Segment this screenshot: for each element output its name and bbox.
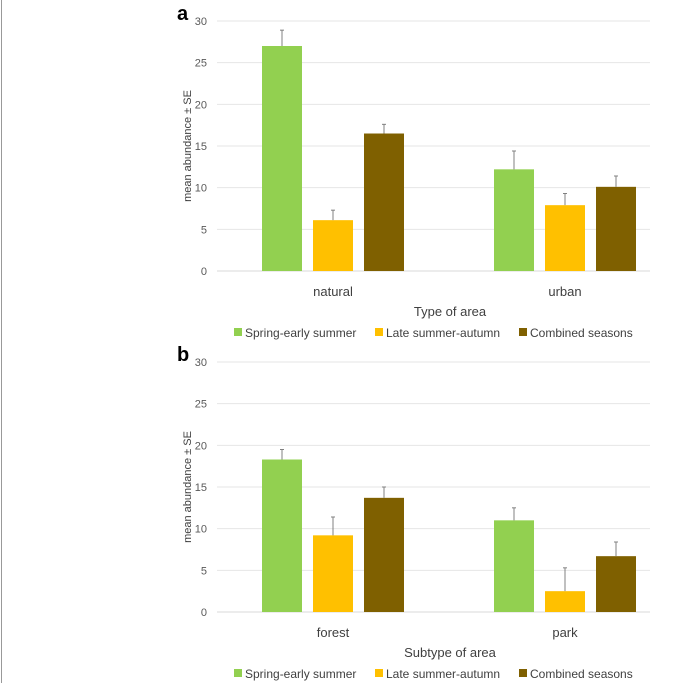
legend-label: Combined seasons [530,667,633,681]
bar [545,591,585,612]
legend-label: Spring-early summer [245,667,356,681]
x-tick-label: natural [313,284,353,299]
legend-swatch [375,669,383,677]
bar [364,497,404,612]
y-tick-label: 5 [201,565,207,577]
y-axis-label: mean abundance ± SE [182,90,194,202]
legend-swatch [519,669,527,677]
bar [262,46,302,271]
bar [596,186,636,271]
y-tick-label: 10 [195,524,207,536]
bar [596,556,636,612]
x-tick-label: forest [317,625,350,640]
legend-swatch [234,328,242,336]
y-tick-label: 30 [195,16,207,28]
x-tick-label: park [552,625,578,640]
legend-swatch [519,328,527,336]
bar [364,133,404,271]
y-tick-label: 10 [195,183,207,195]
legend-swatch [234,669,242,677]
legend-label: Late summer-autumn [386,667,500,681]
legend-swatch [375,328,383,336]
y-tick-label: 25 [195,399,207,411]
bar [545,205,585,271]
y-tick-label: 20 [195,440,207,452]
y-tick-label: 25 [195,58,207,70]
legend-label: Spring-early summer [245,326,356,340]
bar [494,520,534,612]
y-tick-label: 15 [195,482,207,494]
legend-label: Combined seasons [530,326,633,340]
panel-label: b [177,344,189,366]
y-tick-label: 20 [195,99,207,111]
bar [313,220,353,271]
legend-label: Late summer-autumn [386,326,500,340]
y-tick-label: 5 [201,224,207,236]
x-tick-label: urban [548,284,581,299]
panel-label: a [177,3,189,25]
y-tick-label: 0 [201,266,207,278]
chart-panel-a: a 0 5 10 15 20 25 30 mean abundance ± SE natural u… [177,3,650,340]
bar [262,459,302,612]
y-tick-label: 15 [195,141,207,153]
bar [494,169,534,271]
y-axis-label: mean abundance ± SE [182,431,194,543]
chart-panel-b: b 0 5 10 15 20 25 30 mean abundance ± SE forest pa… [177,344,650,681]
y-tick-label: 0 [201,607,207,619]
bar [313,535,353,612]
page-border-line [1,0,2,683]
x-axis-label: Subtype of area [404,645,497,660]
y-tick-label: 30 [195,357,207,369]
x-axis-label: Type of area [414,304,487,319]
